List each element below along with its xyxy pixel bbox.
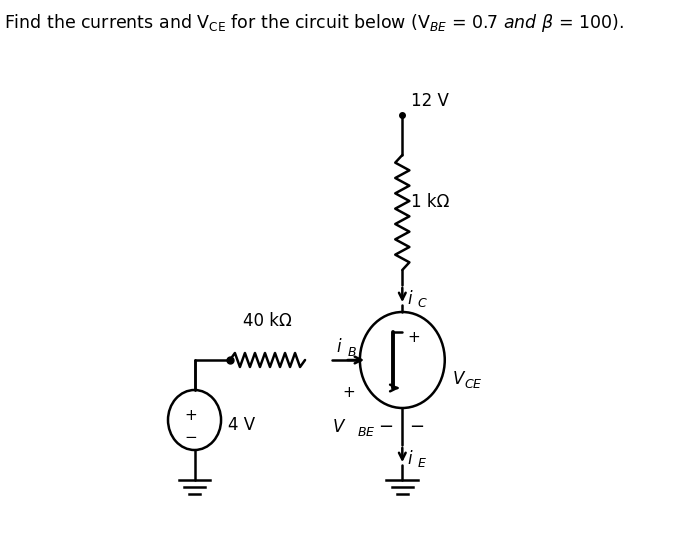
Text: $C$: $C$ [417, 297, 428, 310]
Text: $V$: $V$ [332, 418, 346, 436]
Text: −: − [185, 431, 197, 446]
Text: $i$: $i$ [336, 338, 342, 356]
Text: 4 V: 4 V [228, 416, 256, 434]
Text: +: + [407, 330, 421, 345]
Text: $i$: $i$ [407, 290, 413, 308]
Text: $E$: $E$ [417, 457, 427, 470]
Text: +: + [343, 385, 356, 400]
Text: $BE$: $BE$ [357, 426, 376, 439]
Text: Find the currents and V$_{\mathrm{CE}}$ for the circuit below (V$_{\mathit{BE}}$: Find the currents and V$_{\mathrm{CE}}$ … [4, 12, 624, 34]
Text: $B$: $B$ [346, 346, 356, 359]
Text: −: − [410, 418, 424, 436]
Text: 12 V: 12 V [411, 92, 449, 110]
Text: 1 kΩ: 1 kΩ [411, 193, 449, 211]
Text: $V$: $V$ [452, 370, 466, 388]
Text: $i$: $i$ [407, 450, 413, 468]
Text: 40 kΩ: 40 kΩ [243, 312, 291, 330]
Text: +: + [185, 408, 197, 422]
Text: −: − [379, 418, 393, 436]
Text: $CE$: $CE$ [464, 378, 483, 391]
